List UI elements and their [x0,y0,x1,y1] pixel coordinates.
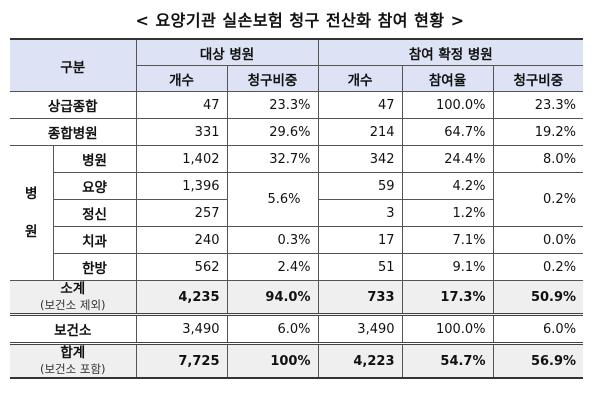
row-label: 종합병원 [10,118,137,146]
part-share: 23.3% [492,91,584,119]
target-count: 1,396 [135,172,228,200]
target-share: 100% [226,342,319,379]
part-count: 342 [317,145,403,173]
target-share: 32.7% [226,145,319,173]
target-count: 4,235 [135,280,228,315]
part-count: 59 [317,172,403,200]
part-share: 8.0% [492,145,584,173]
target-share-merged: 5.6% [226,172,319,227]
part-share: 0.0% [492,226,584,254]
header-group-participating: 참여 확정 병원 [317,38,584,66]
table-row: 정신 257 3 1.2% [10,199,583,227]
row-label: 상급종합 [10,91,137,119]
part-share: 0.2% [492,253,584,281]
part-rate: 1.2% [401,199,494,227]
table-row: 보건소 3,490 6.0% 3,490 100.0% 6.0% [10,313,584,344]
part-count: 3,490 [317,313,403,344]
part-rate: 54.7% [401,342,494,379]
header-group-target: 대상 병원 [135,38,319,66]
part-share: 6.0% [492,313,584,344]
row-label: 합계 (보건소 포함) [10,342,137,379]
header-part-share: 청구비중 [492,65,584,92]
header-row-groups: 구분 대상 병원 참여 확정 병원 [10,38,584,92]
target-count: 240 [135,226,228,254]
row-label: 치과 [53,226,137,254]
row-label: 정신 [53,199,137,227]
part-count: 47 [317,91,403,119]
part-count: 733 [317,280,403,315]
part-rate: 100.0% [401,313,494,344]
participation-table: 구분 대상 병원 참여 확정 병원 개수 청구비중 개수 참여율 청구비중 상급… [10,38,584,379]
part-share: 50.9% [492,280,584,315]
part-share: 56.9% [492,342,584,379]
part-count: 214 [317,118,403,146]
total-row: 합계 (보건소 포함) 7,725 100% 4,223 54.7% 56.9% [10,342,584,379]
header-part-count: 개수 [317,65,403,92]
part-rate: 24.4% [401,145,494,173]
part-count: 17 [317,226,403,254]
part-rate: 64.7% [401,118,494,146]
total-note: (보건소 포함) [39,362,106,376]
target-share: 6.0% [226,313,319,344]
header-target-share: 청구비중 [226,65,319,92]
header-part-rate: 참여율 [401,65,494,92]
subtotal-row: 소계 (보건소 제외) 4,235 94.0% 733 17.3% 50.9% [10,280,584,315]
part-count: 51 [317,253,403,281]
part-count: 4,223 [317,342,403,379]
row-label: 요양 [53,172,137,200]
header-category: 구분 [10,38,137,92]
part-rate: 17.3% [401,280,494,315]
table-row: 요양 1,396 5.6% 59 4.2% 0.2% [10,172,584,227]
subtotal-note: (보건소 제외) [39,298,106,312]
part-rate: 9.1% [401,253,494,281]
page-title: < 요양기관 실손보험 청구 전산화 참여 현황 > [135,11,465,30]
target-count: 562 [135,253,228,281]
part-count: 3 [317,199,403,227]
target-count: 47 [135,91,228,119]
target-count: 1,402 [135,145,228,173]
target-count: 331 [135,118,228,146]
part-rate: 100.0% [401,91,494,119]
subtotal-label: 소계 [60,281,86,297]
table-row: 치과 240 0.3% 17 7.1% 0.0% [10,226,584,254]
row-label: 소계 (보건소 제외) [10,280,137,315]
part-rate: 4.2% [401,172,494,200]
row-label: 한방 [53,253,137,281]
target-count: 7,725 [135,342,228,379]
part-share: 19.2% [492,118,584,146]
target-count: 3,490 [135,313,228,344]
table-row: 한방 562 2.4% 51 9.1% 0.2% [10,253,584,281]
part-share-merged: 0.2% [492,172,584,227]
target-count: 257 [135,199,228,227]
total-label: 합계 [60,345,86,361]
target-share: 23.3% [226,91,319,119]
target-share: 29.6% [226,118,319,146]
header-target-count: 개수 [136,65,228,92]
row-label: 병원 [52,145,137,173]
part-rate: 7.1% [401,226,494,254]
target-share: 94.0% [226,280,319,315]
table-row: 종합병원 331 29.6% 214 64.7% 19.2% [10,118,584,146]
target-share: 2.4% [226,253,319,281]
table-row: 상급종합 47 23.3% 47 100.0% 23.3% [10,91,584,119]
row-label: 보건소 [10,313,137,344]
target-share: 0.3% [226,226,319,254]
